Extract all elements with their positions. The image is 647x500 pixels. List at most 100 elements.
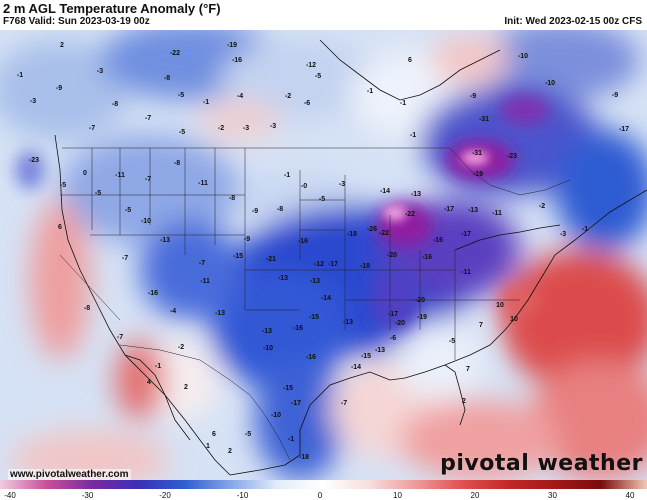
anomaly-value-label: -18 [347,231,357,238]
border-lines [59,147,571,461]
anomaly-value-label: -9 [244,236,250,243]
anomaly-value-label: 6 [58,224,62,231]
anomaly-value-label: -16 [148,290,158,297]
anomaly-value-label: -13 [468,207,478,214]
anomaly-value-label: -6 [304,100,310,107]
anomaly-value-label: -7 [145,176,151,183]
anomaly-value-label: -10 [518,53,528,60]
anomaly-value-label: 4 [147,379,151,386]
anomaly-value-label: 10 [496,302,504,309]
anomaly-value-label: -10 [141,218,151,225]
colorbar-tick-label: -40 [4,491,16,500]
anomaly-value-label: -13 [343,319,353,326]
anomaly-value-label: -13 [375,347,385,354]
anomaly-value-label: -2 [539,203,545,210]
anomaly-value-label: -7 [145,115,151,122]
anomaly-value-label: -22 [405,211,415,218]
header: 2 m AGL Temperature Anomaly (°F) F768 Va… [0,0,647,30]
init-time: Init: Wed 2023-02-15 00z CFS [504,16,642,27]
anomaly-value-label: -14 [380,188,390,195]
anomaly-value-label: -15 [361,353,371,360]
anomaly-value-label: -17 [461,231,471,238]
anomaly-value-label: -10 [545,80,555,87]
anomaly-value-label: -10 [271,412,281,419]
anomaly-value-label: -23 [29,157,39,164]
anomaly-value-label: -18 [360,263,370,270]
anomaly-value-label: 6 [212,431,216,438]
site-credit[interactable]: www.pivotalweather.com [8,469,131,480]
anomaly-value-label: -5 [449,338,455,345]
colorbar-tick-label: 40 [626,491,635,500]
anomaly-value-label: -11 [461,269,471,276]
anomaly-value-label: -6 [390,335,396,342]
anomaly-value-label: -0 [301,183,307,190]
anomaly-value-label: -5 [178,92,184,99]
anomaly-value-label: -16 [232,57,242,64]
anomaly-value-label: 6 [408,57,412,64]
anomaly-value-label: -17 [291,400,301,407]
anomaly-value-label: -7 [117,334,123,341]
anomaly-value-label: -5 [315,73,321,80]
anomaly-value-label: -11 [492,210,502,217]
anomaly-value-label: -8 [84,305,90,312]
anomaly-value-label: -3 [270,123,276,130]
anomaly-value-label: -13 [215,310,225,317]
anomaly-value-label: -22 [170,50,180,57]
anomaly-value-label: -3 [97,68,103,75]
anomaly-value-label: -3 [30,98,36,105]
anomaly-value-label: -3 [339,181,345,188]
anomaly-value-label: -4 [170,308,176,315]
anomaly-value-label: -19 [473,171,483,178]
anomaly-value-label: -11 [200,278,210,285]
anomaly-value-label: 0 [83,170,87,177]
anomaly-value-label: -4 [237,93,243,100]
anomaly-value-label: -3 [560,231,566,238]
anomaly-value-label: -13 [262,328,272,335]
colorbar-tick-label: 10 [393,491,402,500]
anomaly-value-label: -1 [284,172,290,179]
anomaly-value-labels: 2 -19-22-16-3-1-12-5-8-9 -1-4 -2-6-5-1-3 -8-… [17,42,629,461]
anomaly-value-label: -1 [288,436,294,443]
anomaly-value-label: -18 [299,454,309,461]
anomaly-value-label: -16 [433,237,443,244]
anomaly-value-label: -7 [341,400,347,407]
anomaly-value-label: -2 [178,344,184,351]
colorbar-tick-label: -10 [237,491,249,500]
anomaly-value-label: -16 [293,325,303,332]
colorbar-tick-label: 0 [318,491,323,500]
anomaly-value-label: -13 [310,278,320,285]
anomaly-value-label: -16 [422,254,432,261]
anomaly-value-label: -15 [233,253,243,260]
anomaly-value-label: 7 [479,322,483,329]
valid-time: F768 Valid: Sun 2023-03-19 00z [3,16,150,27]
anomaly-value-label: -9 [56,85,62,92]
anomaly-value-label: -7 [122,255,128,262]
colorbar-scale: -40 -30 -20 -10 0 10 20 30 40 [0,480,647,500]
anomaly-value-label: 2 [228,448,232,455]
anomaly-value-label: -10 [263,345,273,352]
anomaly-value-label: -13 [411,191,421,198]
anomaly-value-label: -5 [95,190,101,197]
anomaly-value-label: -5 [125,207,131,214]
anomaly-value-label: -20 [415,297,425,304]
anomaly-value-label: 2 [184,384,188,391]
anomaly-value-label: -21 [266,256,276,263]
anomaly-value-label: -15 [283,385,293,392]
coastlines [54,39,647,476]
anomaly-value-label: 10 [510,316,518,323]
anomaly-value-label: -8 [229,195,235,202]
anomaly-value-label: -1 [155,363,161,370]
anomaly-value-label: -8 [164,75,170,82]
anomaly-value-label: -16 [306,354,316,361]
anomaly-value-label: -23 [507,153,517,160]
anomaly-value-label: -19 [227,42,237,49]
colorbar-tick-label: 20 [471,491,480,500]
anomaly-value-label: -19 [417,314,427,321]
anomaly-value-label: -8 [174,160,180,167]
anomaly-value-label: -1 [582,226,588,233]
brand-logo: pivotal weather [440,451,643,476]
anomaly-value-label: -1 [367,88,373,95]
anomaly-value-label: -13 [278,275,288,282]
anomaly-value-label: 2 [60,42,64,49]
anomaly-value-label: -7 [89,125,95,132]
